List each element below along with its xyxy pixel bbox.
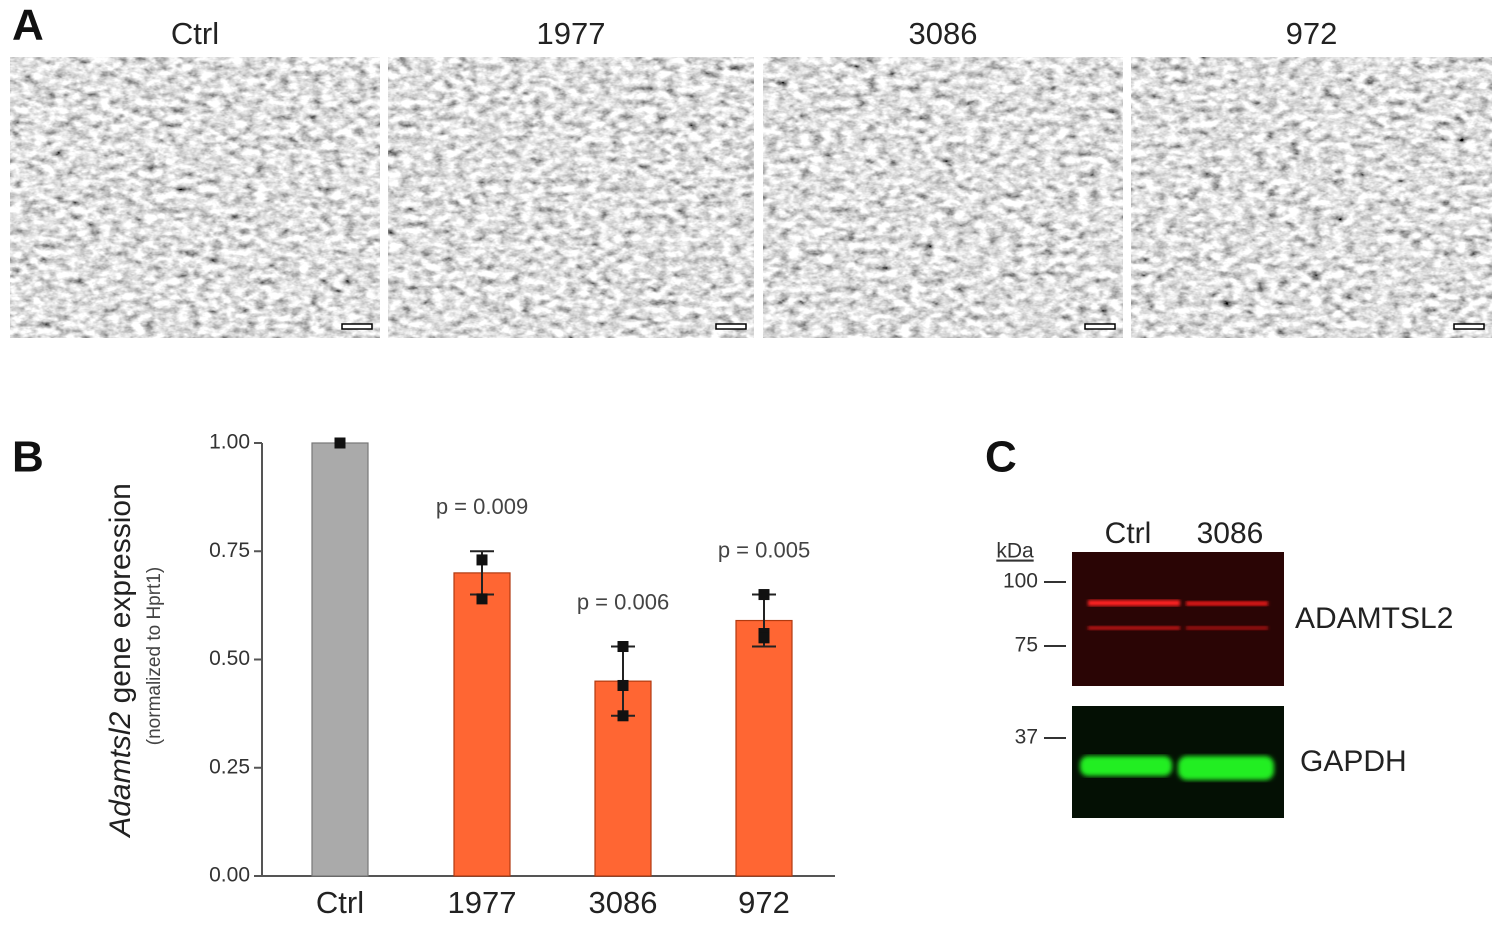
x-tick-label: 972 <box>738 885 790 920</box>
data-point <box>617 679 629 691</box>
y-tick-label: 0.00 <box>209 864 250 887</box>
band <box>1080 756 1172 776</box>
panel-label: C <box>985 433 1017 482</box>
x-tick-label: 3086 <box>589 885 658 920</box>
image-title: 1977 <box>537 16 606 51</box>
x-tick-label: Ctrl <box>316 885 364 920</box>
bar <box>735 619 793 877</box>
image-title: 3086 <box>909 16 978 51</box>
y-tick-label: 0.50 <box>209 647 250 670</box>
bar <box>311 442 369 877</box>
y-tick-label: 0.75 <box>209 539 250 562</box>
marker-label: 37 <box>1015 726 1038 749</box>
band <box>1186 601 1268 606</box>
bar <box>453 572 511 877</box>
annotation: p = 0.005 <box>718 537 810 562</box>
panel-label: A <box>12 1 44 50</box>
annotation: p = 0.006 <box>577 589 669 614</box>
y-axis-sublabel: (normalized to Hprt1) <box>144 567 165 745</box>
data-point <box>476 554 488 566</box>
scale-bar <box>1084 323 1116 330</box>
lane-label: 3086 <box>1197 517 1264 550</box>
data-point <box>617 710 629 722</box>
scale-bar <box>715 323 747 330</box>
band <box>1186 626 1268 630</box>
y-tick-label: 1.00 <box>209 431 250 454</box>
scale-bar <box>341 323 373 330</box>
data-point <box>758 632 770 644</box>
y-axis-label-gene: Adamtsl2 <box>104 711 137 838</box>
marker-label: 100 <box>1003 570 1038 593</box>
annotation: p = 0.009 <box>436 494 528 519</box>
data-point <box>758 589 770 601</box>
band <box>1178 756 1274 780</box>
y-tick-label: 0.25 <box>209 755 250 778</box>
panel-label: B <box>12 433 44 482</box>
band <box>1088 600 1180 606</box>
marker-label: 75 <box>1015 634 1038 657</box>
image-title: 972 <box>1286 16 1338 51</box>
y-axis-label: Adamtsl2 gene expression <box>104 483 137 839</box>
protein-label: GAPDH <box>1300 745 1407 778</box>
data-point <box>334 437 346 449</box>
micrograph <box>9 56 381 339</box>
micrograph <box>1130 56 1493 339</box>
scale-bar <box>1453 323 1485 330</box>
unit-label: kDa <box>996 540 1034 563</box>
lane-label: Ctrl <box>1105 517 1152 550</box>
data-point <box>617 641 629 653</box>
x-tick-label: 1977 <box>448 885 517 920</box>
data-point <box>476 593 488 605</box>
y-axis-label-text: gene expression <box>104 483 137 703</box>
protein-label: ADAMTSL2 <box>1295 602 1453 635</box>
blot-red <box>1072 552 1284 686</box>
micrograph <box>762 56 1124 339</box>
band <box>1088 626 1180 630</box>
image-title: Ctrl <box>171 16 219 51</box>
micrograph <box>387 56 755 339</box>
